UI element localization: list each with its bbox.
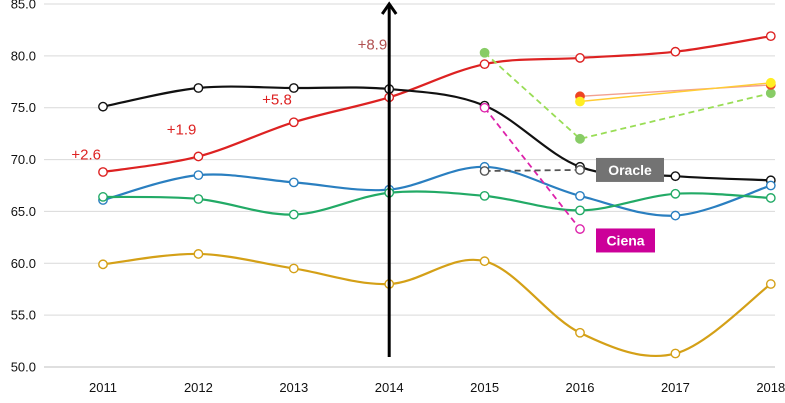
series-label: Oracle [608, 162, 652, 178]
data-label: +8.9 [358, 37, 388, 54]
data-point [479, 102, 490, 113]
data-label: +2.6 [71, 147, 101, 164]
data-point [765, 193, 776, 203]
arrowhead-icon [380, 1, 398, 15]
data-point [193, 194, 204, 204]
series-line [102, 85, 771, 182]
data-point [765, 77, 776, 88]
annotations: +2.6 +1.9 +5.8 +8.9 Oracle Ciena [71, 37, 664, 253]
series-line [102, 35, 771, 174]
data-point [288, 177, 299, 188]
x-tick-label: 2011 [89, 380, 117, 395]
data-point [670, 210, 681, 221]
data-point [765, 279, 776, 289]
data-point [479, 190, 490, 201]
x-tick-label: 2017 [661, 380, 690, 395]
series-line [579, 84, 771, 98]
data-point [575, 96, 585, 107]
data-point [479, 47, 490, 58]
data-point [765, 180, 776, 191]
axes: 85.0 80.0 75.0 70.0 65.0 60.0 55.0 50.0 2011 2012… [11, 0, 785, 395]
y-tick-label: 70.0 [11, 152, 36, 167]
data-point [288, 117, 299, 128]
y-tick-label: 55.0 [11, 308, 36, 323]
data-point [288, 83, 299, 93]
series-line [483, 52, 772, 140]
x-tick-label: 2013 [279, 380, 308, 395]
x-tick-label: 2016 [566, 380, 595, 395]
data-point [288, 263, 299, 274]
grid-lines [44, 3, 775, 316]
data-point [193, 83, 204, 93]
data-point [670, 188, 681, 199]
x-tick-label: 2012 [184, 380, 213, 395]
x-tick-label: 2015 [470, 380, 499, 395]
data-point [575, 224, 585, 234]
x-tick-label: 2018 [756, 380, 785, 395]
data-point [575, 165, 585, 175]
data-label: +1.9 [167, 122, 197, 139]
data-point [479, 256, 490, 267]
series-label-badge [596, 157, 664, 182]
y-tick-label: 85.0 [11, 0, 36, 12]
y-tick-label: 80.0 [11, 48, 36, 63]
y-tick-label: 60.0 [11, 256, 36, 271]
data-markers [98, 31, 776, 359]
data-label: +5.8 [262, 92, 292, 109]
data-point [98, 259, 108, 270]
data-point [575, 133, 585, 144]
series-label-badge [596, 228, 655, 253]
data-point [670, 348, 681, 359]
series-line [579, 82, 771, 103]
vertical-arrow [380, 1, 398, 357]
data-point [670, 46, 681, 57]
data-point [765, 88, 776, 99]
series-line [102, 190, 771, 216]
data-point [575, 205, 585, 216]
series-line [483, 107, 581, 230]
data-point [193, 249, 204, 259]
y-tick-label: 65.0 [11, 204, 36, 219]
series-line [484, 169, 581, 172]
data-point [288, 209, 299, 220]
data-point [98, 167, 108, 177]
data-point [765, 31, 776, 42]
y-tick-label: 75.0 [11, 100, 36, 115]
data-point [193, 170, 204, 181]
data-point [98, 192, 108, 202]
y-tick-label: 50.0 [11, 360, 36, 375]
series-lines [102, 35, 772, 358]
data-point [193, 151, 204, 162]
data-point [670, 171, 681, 182]
data-point [575, 190, 585, 201]
data-point [575, 53, 585, 63]
series-label: Ciena [606, 232, 644, 248]
data-point [479, 59, 490, 70]
x-tick-label: 2014 [375, 380, 404, 395]
data-point [479, 166, 490, 176]
data-point [98, 101, 108, 112]
series-line [102, 252, 772, 358]
data-point [575, 327, 585, 338]
